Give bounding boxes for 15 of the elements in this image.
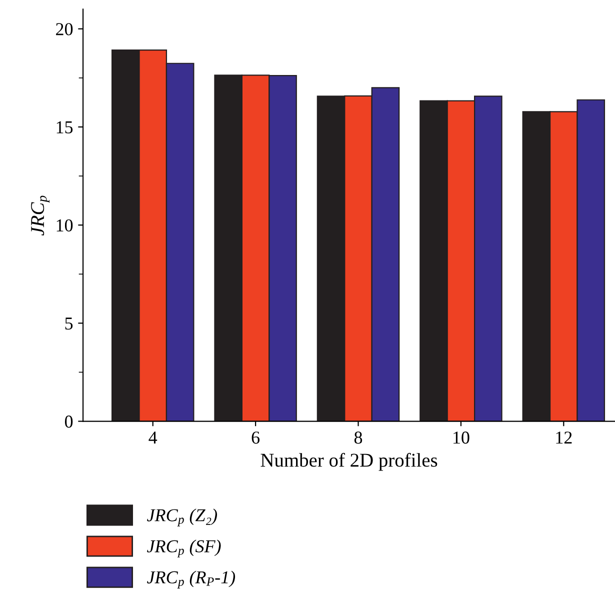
legend-label: JRC$_{p}$ (SF) bbox=[147, 540, 221, 558]
x-tick-label: 8 bbox=[354, 432, 362, 444]
x-tick-label: 10 bbox=[454, 432, 470, 444]
legend-label: JRC$_{p}$ (R$_{P}$-1) bbox=[147, 570, 236, 588]
y-axis-title: JRC$_{p}$ bbox=[31, 196, 50, 236]
x-axis-title: Number of 2D profiles bbox=[260, 452, 438, 471]
legend-label: JRC$_{p}$ (Z₂) bbox=[147, 508, 218, 526]
x-tick-label: 4 bbox=[148, 432, 158, 444]
y-tick-label: 20 bbox=[56, 23, 73, 36]
y-tick-label: 5 bbox=[65, 318, 73, 330]
y-tick-label: 10 bbox=[56, 219, 73, 232]
y-tick-label: 15 bbox=[56, 121, 73, 134]
x-tick-label: 6 bbox=[252, 432, 260, 444]
x-tick-label: 12 bbox=[556, 432, 572, 444]
y-tick-label: 0 bbox=[64, 416, 73, 428]
